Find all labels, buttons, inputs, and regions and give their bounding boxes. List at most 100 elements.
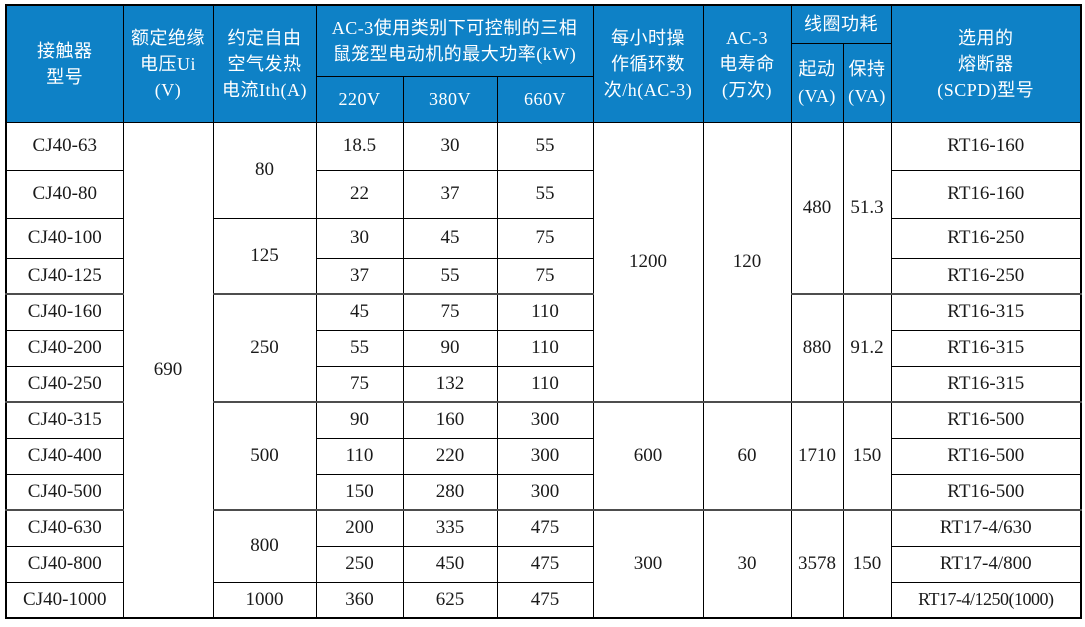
header-voltage-220: 220V <box>315 75 404 123</box>
cell-power-220: 150 <box>315 473 404 511</box>
cell-power-660: 110 <box>496 293 594 331</box>
cell-fuse: RT16-315 <box>890 293 1082 331</box>
cell-model: CJ40-100 <box>5 217 124 259</box>
cell-cycles: 600 <box>592 401 704 511</box>
cell-coil-start: 3578 <box>790 509 844 619</box>
cell-power-220: 37 <box>315 257 404 295</box>
cell-power-220: 18.5 <box>315 121 404 171</box>
cell-life: 60 <box>702 401 792 511</box>
cell-power-380: 37 <box>402 169 498 219</box>
cell-power-660: 75 <box>496 257 594 295</box>
table-row: CJ40-63 690 80 18.5 30 55 1200 120 480 5… <box>5 121 1082 619</box>
cell-ith: 1000 <box>212 581 317 619</box>
table-row: CJ40-1000 1000 360 625 475 RT17-4/1250(1… <box>5 581 1082 619</box>
cell-cycles: 1200 <box>592 121 704 403</box>
cell-fuse: RT16-250 <box>890 217 1082 259</box>
cell-fuse: RT16-250 <box>890 257 1082 295</box>
cell-coil-hold: 150 <box>842 401 892 511</box>
cell-coil-hold: 91.2 <box>842 293 892 403</box>
cell-model: CJ40-400 <box>5 437 124 475</box>
cell-ith: 800 <box>212 509 317 583</box>
cell-power-660: 55 <box>496 121 594 171</box>
cell-power-660: 475 <box>496 581 594 619</box>
table-row: CJ40-400 110 220 300 RT16-500 <box>5 437 1082 475</box>
cell-power-660: 110 <box>496 329 594 367</box>
table-row: CJ40-100 125 30 45 75 RT16-250 <box>5 217 1082 295</box>
cell-power-220: 200 <box>315 509 404 547</box>
cell-model: CJ40-315 <box>5 401 124 439</box>
cell-fuse: RT16-500 <box>890 473 1082 511</box>
header-coil-hold: 保持 (VA) <box>842 42 892 123</box>
cell-life: 30 <box>702 509 792 619</box>
cell-model: CJ40-160 <box>5 293 124 331</box>
cell-ith: 500 <box>212 401 317 511</box>
header-cycles-per-hour: 每小时操 作循环数 次/h(AC-3) <box>592 4 704 123</box>
table-row: CJ40-315 500 90 160 300 600 60 1710 150 … <box>5 401 1082 511</box>
cell-fuse: RT16-315 <box>890 365 1082 403</box>
cell-power-660: 300 <box>496 401 594 439</box>
cell-fuse: RT16-315 <box>890 329 1082 367</box>
cell-cycles: 300 <box>592 509 704 619</box>
cell-ith: 125 <box>212 217 317 295</box>
cell-ui-voltage: 690 <box>122 121 214 619</box>
cell-power-660: 300 <box>496 473 594 511</box>
cell-power-220: 110 <box>315 437 404 475</box>
cell-life: 120 <box>702 121 792 403</box>
header-voltage-380: 380V <box>402 75 498 123</box>
cell-fuse: RT17-4/800 <box>890 545 1082 583</box>
cell-power-220: 75 <box>315 365 404 403</box>
cell-power-380: 450 <box>402 545 498 583</box>
header-voltage-660: 660V <box>496 75 594 123</box>
cell-model: CJ40-200 <box>5 329 124 367</box>
cell-power-220: 250 <box>315 545 404 583</box>
table-row: CJ40-630 800 200 335 475 300 30 3578 150… <box>5 509 1082 619</box>
cell-power-220: 90 <box>315 401 404 439</box>
cell-coil-start: 480 <box>790 121 844 295</box>
cell-power-380: 625 <box>402 581 498 619</box>
cell-fuse: RT17-4/630 <box>890 509 1082 547</box>
cell-power-660: 475 <box>496 545 594 583</box>
cell-model: CJ40-1000 <box>5 581 124 619</box>
cell-ith: 80 <box>212 121 317 219</box>
cell-power-660: 75 <box>496 217 594 259</box>
cell-power-660: 475 <box>496 509 594 547</box>
cell-power-380: 55 <box>402 257 498 295</box>
cell-power-660: 55 <box>496 169 594 219</box>
header-electrical-life: AC-3 电寿命 (万次) <box>702 4 792 123</box>
cell-power-660: 300 <box>496 437 594 475</box>
cell-power-380: 280 <box>402 473 498 511</box>
contactor-spec-table: 接触器 型号 额定绝缘 电压Ui (V) 约定自由 空气发热 电流Ith(A) … <box>5 4 1083 619</box>
cell-power-380: 45 <box>402 217 498 259</box>
cell-model: CJ40-800 <box>5 545 124 583</box>
cell-power-380: 30 <box>402 121 498 171</box>
table-row: CJ40-200 55 90 110 RT16-315 <box>5 329 1082 367</box>
table-row: CJ40-125 37 55 75 RT16-250 <box>5 257 1082 295</box>
cell-ith: 250 <box>212 293 317 403</box>
header-thermal-current: 约定自由 空气发热 电流Ith(A) <box>212 4 317 123</box>
table-row: CJ40-500 150 280 300 RT16-500 <box>5 473 1082 511</box>
cell-power-380: 75 <box>402 293 498 331</box>
cell-power-380: 160 <box>402 401 498 439</box>
cell-model: CJ40-250 <box>5 365 124 403</box>
cell-fuse: RT16-160 <box>890 169 1082 219</box>
cell-coil-hold: 150 <box>842 509 892 619</box>
cell-model: CJ40-630 <box>5 509 124 547</box>
cell-coil-start: 1710 <box>790 401 844 511</box>
cell-model: CJ40-500 <box>5 473 124 511</box>
cell-power-660: 110 <box>496 365 594 403</box>
table-row: CJ40-160 250 45 75 110 880 91.2 RT16-315 <box>5 293 1082 403</box>
header-ac3-max-power: AC-3使用类别下可控制的三相 鼠笼型电动机的最大功率(kW) <box>315 4 594 77</box>
header-fuse-type: 选用的 熔断器 (SCPD)型号 <box>890 4 1082 123</box>
header-coil-power: 线圈功耗 <box>790 4 892 44</box>
cell-model: CJ40-63 <box>5 121 124 171</box>
cell-model: CJ40-80 <box>5 169 124 219</box>
table-row: CJ40-80 22 37 55 RT16-160 <box>5 169 1082 219</box>
cell-coil-start: 880 <box>790 293 844 403</box>
cell-power-220: 30 <box>315 217 404 259</box>
header-contactor-model: 接触器 型号 <box>5 4 124 123</box>
cell-power-380: 335 <box>402 509 498 547</box>
cell-power-380: 220 <box>402 437 498 475</box>
cell-power-380: 90 <box>402 329 498 367</box>
cell-power-220: 22 <box>315 169 404 219</box>
